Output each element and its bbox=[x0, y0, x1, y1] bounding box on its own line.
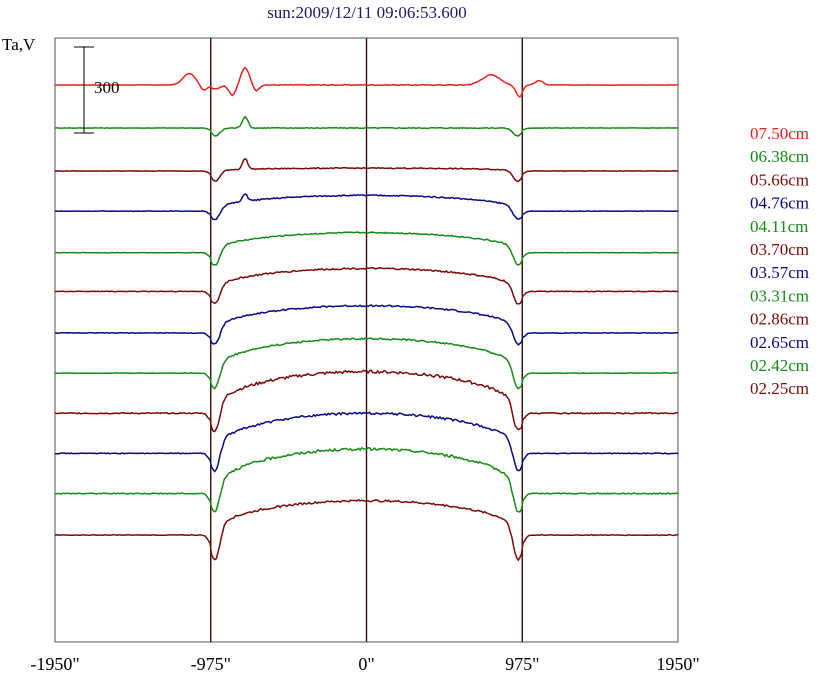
series-line-04-76cm bbox=[55, 193, 679, 221]
chart-title: sun:2009/12/11 09:06:53.600 bbox=[267, 3, 467, 22]
legend-entry: 02.25cm bbox=[750, 379, 809, 398]
legend-entry: 02.65cm bbox=[750, 333, 809, 352]
series-line-03-57cm bbox=[54, 304, 679, 346]
series-line-03-70cm bbox=[54, 267, 679, 305]
legend-entry: 03.31cm bbox=[750, 286, 809, 305]
legend: 07.50cm 06.38cm 05.66cm 04.76cm 04.11cm 03.70… bbox=[750, 124, 809, 398]
scale-bar: 300 bbox=[74, 46, 120, 134]
series-line-02-65cm bbox=[54, 411, 679, 473]
legend-entry: 04.76cm bbox=[750, 194, 809, 213]
x-tick-label: -1950" bbox=[30, 654, 79, 674]
x-tick-labels: -1950" -975" 0" 975" 1950" bbox=[30, 654, 699, 674]
legend-entry: 05.66cm bbox=[750, 170, 809, 189]
series-line-02-42cm bbox=[54, 446, 679, 513]
y-axis-label: Ta,V bbox=[2, 35, 36, 54]
legend-entry: 02.86cm bbox=[750, 310, 809, 329]
scale-bar-label: 300 bbox=[94, 78, 120, 97]
series-line-02-86cm bbox=[54, 369, 679, 433]
legend-entry: 04.11cm bbox=[750, 217, 808, 236]
x-tick-label: 1950" bbox=[656, 654, 699, 674]
legend-entry: 02.42cm bbox=[750, 356, 809, 375]
legend-entry: 03.57cm bbox=[750, 263, 809, 282]
legend-entry: 07.50cm bbox=[750, 124, 809, 143]
series-line-03-31cm bbox=[54, 337, 679, 390]
series-lines bbox=[54, 66, 679, 562]
series-line-04-11cm bbox=[54, 231, 679, 266]
x-tick-label: 975" bbox=[505, 654, 539, 674]
legend-entry: 06.38cm bbox=[750, 147, 809, 166]
legend-entry: 03.70cm bbox=[750, 240, 809, 259]
series-line-05-66cm bbox=[54, 157, 679, 183]
x-tick-label: -975" bbox=[191, 654, 231, 674]
series-line-02-25cm bbox=[54, 498, 679, 562]
x-tick-label: 0" bbox=[358, 654, 374, 674]
series-line-06-38cm bbox=[54, 115, 678, 137]
series-line-07-50cm bbox=[55, 66, 678, 99]
